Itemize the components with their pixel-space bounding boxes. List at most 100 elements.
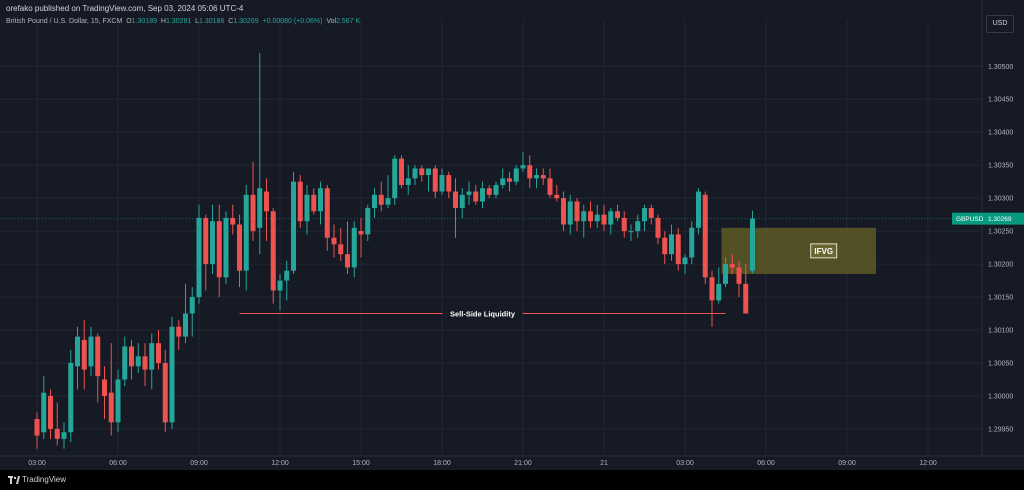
candle-body: [743, 283, 749, 314]
candle-body: [149, 343, 155, 370]
candle: [459, 188, 465, 218]
candle: [493, 181, 499, 199]
candle: [716, 267, 722, 304]
candle: [41, 376, 47, 439]
x-tick-label: 03:00: [676, 460, 694, 467]
candle-body: [291, 181, 296, 271]
volume-value: 2.567 K: [336, 18, 361, 25]
candle: [102, 366, 107, 420]
candle: [426, 168, 431, 192]
candlestick-chart[interactable]: Sell-Side Liquidity IFVG 1.30500 1.30450 1.…: [0, 0, 1024, 470]
candle-body: [203, 217, 209, 265]
candle: [466, 181, 472, 205]
candle-body: [304, 194, 310, 222]
candle: [243, 184, 249, 291]
candle-body: [635, 221, 641, 232]
candle-body: [81, 339, 87, 370]
sell-side-liquidity-label: Sell-Side Liquidity: [450, 310, 516, 319]
candle: [237, 214, 242, 288]
candle: [669, 224, 674, 261]
ifvg-zone: [721, 227, 876, 274]
candle-body: [412, 168, 418, 179]
candle: [574, 198, 580, 232]
candle-body: [196, 217, 202, 298]
candle-body: [419, 168, 425, 176]
y-tick-label: 1.30400: [988, 130, 1013, 137]
candle: [581, 204, 587, 238]
candle: [540, 168, 546, 185]
candle-body: [189, 297, 195, 314]
candle-body: [750, 218, 755, 271]
candle-body: [365, 208, 371, 235]
candle: [324, 184, 330, 251]
candle-body: [675, 234, 681, 265]
candle: [648, 204, 654, 225]
candle-body: [723, 264, 728, 284]
candle: [176, 320, 182, 350]
candle: [689, 221, 695, 265]
candle-body: [169, 326, 175, 423]
currency-button[interactable]: USD: [986, 15, 1014, 33]
candle-body: [500, 178, 506, 185]
candle: [486, 184, 492, 199]
candle: [412, 165, 418, 185]
low-value: 1.30186: [199, 18, 225, 25]
candle: [115, 369, 121, 433]
candle: [54, 402, 60, 446]
candle: [108, 343, 114, 436]
candle: [702, 191, 708, 284]
candle: [230, 204, 236, 235]
candle-body: [709, 277, 715, 301]
candle-body: [466, 191, 472, 195]
candle-body: [68, 362, 74, 433]
candle: [588, 201, 593, 228]
candle-body: [696, 191, 701, 228]
candle: [149, 333, 155, 390]
candle: [284, 260, 290, 301]
candle: [655, 214, 661, 245]
candle: [88, 326, 94, 377]
candle-body: [243, 194, 249, 271]
candle: [405, 165, 411, 195]
candle: [277, 273, 283, 311]
footer-brand: TradingView: [22, 475, 67, 484]
candle: [567, 194, 573, 235]
candle-body: [372, 194, 377, 209]
candle-body: [459, 194, 465, 209]
candle-body: [702, 194, 708, 278]
candle: [372, 188, 377, 218]
candle: [34, 412, 40, 449]
y-tick-label: 1.30500: [988, 64, 1013, 71]
x-tick-label: 12:00: [271, 460, 289, 467]
candle-body: [480, 188, 485, 202]
candle: [534, 168, 539, 189]
low-label: L: [195, 18, 200, 25]
candle-body: [183, 313, 188, 337]
candle-body: [122, 346, 128, 380]
candle-body: [520, 165, 526, 169]
x-tick-label: 09:00: [190, 460, 208, 467]
candle: [223, 211, 229, 284]
candle-body: [574, 201, 580, 222]
candle: [135, 343, 141, 373]
x-tick-label: 18:00: [433, 460, 451, 467]
candle-body: [129, 346, 134, 367]
candle-body: [608, 211, 614, 225]
candle-body: [527, 165, 533, 179]
y-tick-label: 1.30200: [988, 262, 1013, 269]
candle: [736, 260, 742, 298]
candle: [169, 316, 175, 429]
candle: [331, 224, 337, 258]
price-tag-value: 1.30269: [988, 216, 1012, 223]
candle: [196, 204, 202, 304]
candle-body: [318, 188, 323, 212]
candle-body: [534, 175, 539, 179]
candle: [642, 204, 647, 232]
candle-body: [284, 270, 290, 281]
candle-body: [662, 237, 668, 255]
candle: [61, 422, 67, 449]
candle-body: [648, 208, 654, 218]
x-tick-label: 21: [600, 460, 608, 467]
candle: [122, 336, 128, 387]
candle-body: [642, 208, 647, 222]
